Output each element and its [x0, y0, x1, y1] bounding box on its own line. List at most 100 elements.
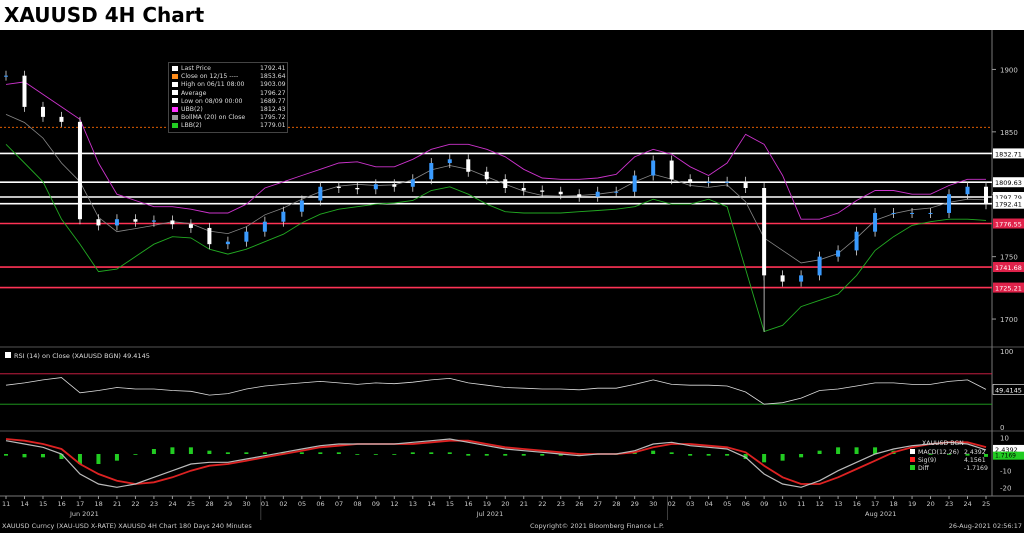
price-bar-body	[706, 181, 711, 183]
legend-item: Low on 08/09 00:00 1689.77	[172, 97, 286, 105]
macd-histogram-bar	[244, 452, 249, 454]
date-tick-label: 29	[224, 500, 232, 508]
date-tick-label: 20	[927, 500, 935, 508]
macd-histogram-bar	[762, 454, 767, 463]
level-badge	[993, 148, 1024, 159]
price-bar-body	[170, 220, 175, 225]
macd-legend-label: MACD(12,26)	[918, 449, 959, 456]
price-bar-body	[558, 191, 563, 195]
date-tick-label: 12	[390, 500, 398, 508]
level-badge-label: 1809.63	[995, 179, 1022, 187]
level-badge-label: 1725.21	[995, 285, 1022, 293]
price-bar-body	[669, 160, 674, 180]
price-bar-body	[188, 224, 193, 228]
date-tick-label: 21	[520, 500, 528, 508]
date-tick-label: 05	[298, 500, 306, 508]
date-tick-label: 06	[316, 500, 324, 508]
price-bar-body	[780, 275, 785, 282]
macd-histogram-bar	[207, 450, 212, 454]
date-tick-label: 23	[150, 500, 158, 508]
date-tick-label: 07	[335, 500, 343, 508]
legend-label: High on 06/11 08:00	[181, 81, 245, 89]
macd-histogram-bar	[447, 452, 452, 454]
macd-histogram-bar	[355, 454, 360, 455]
date-tick-label: 28	[205, 500, 213, 508]
price-bar-body	[429, 163, 434, 180]
date-tick-label: 05	[723, 500, 731, 508]
date-tick-label: 14	[427, 500, 435, 508]
footer-copyright: Copyright© 2021 Bloomberg Finance L.P.	[530, 522, 664, 530]
macd-signal-line	[5, 438, 987, 485]
date-tick-label: 02	[668, 500, 676, 508]
date-tick-label: 19	[908, 500, 916, 508]
macd-histogram-bar	[688, 454, 693, 456]
month-label: Jul 2021	[476, 510, 503, 518]
price-tick-label: 1850	[1000, 129, 1018, 137]
date-tick-label: 12	[816, 500, 824, 508]
legend-label: BollMA (20) on Close	[181, 114, 246, 122]
macd-histogram-bar	[873, 447, 878, 454]
price-bar-body	[632, 175, 637, 192]
price-bar-body	[577, 194, 582, 197]
price-bar-body	[133, 219, 138, 222]
level-badge	[993, 218, 1024, 229]
price-bar-body	[891, 212, 896, 214]
legend-value: 1812.43	[260, 106, 286, 113]
legend-label: Low on 08/09 00:00	[181, 97, 243, 105]
legend-item: High on 06/11 08:00 1903.09	[172, 81, 286, 89]
date-tick-label: 14	[20, 500, 28, 508]
date-tick-label: 18	[94, 500, 102, 508]
macd-legend-swatch	[910, 457, 915, 462]
date-tick-label: 26	[575, 500, 583, 508]
price-bar-body	[318, 186, 323, 201]
price-bar-body	[151, 220, 156, 222]
date-tick-label: 04	[705, 500, 713, 508]
date-tick-label: 08	[353, 500, 361, 508]
price-bar-body	[484, 171, 489, 180]
bollma-line	[5, 114, 987, 264]
price-bar-body	[836, 250, 841, 257]
legend-swatch	[172, 122, 178, 128]
price-bar-body	[207, 227, 212, 245]
macd-histogram-bar	[965, 454, 970, 456]
chart-background	[0, 30, 1024, 533]
macd-legend-label: Diff	[918, 465, 929, 472]
legend-swatch	[172, 90, 178, 96]
macd-histogram-bar	[373, 454, 378, 455]
price-bar-body	[595, 191, 600, 197]
legend-swatch	[172, 114, 178, 120]
date-tick-label: 24	[168, 500, 176, 508]
price-bar-body	[77, 121, 82, 220]
chart-area: 190018501800175017001832.711809.631797.7…	[0, 30, 1024, 533]
price-bar-body	[59, 116, 64, 122]
legend-value: 1795.72	[260, 114, 286, 122]
price-bar-body	[854, 231, 859, 251]
price-bar-body	[299, 200, 304, 212]
price-bar-body	[762, 188, 767, 276]
price-bar-body	[503, 179, 508, 188]
date-tick-label: 30	[649, 500, 657, 508]
macd-histogram-bar	[651, 450, 656, 454]
price-bar-body	[799, 275, 804, 282]
date-tick-label: 11	[797, 500, 805, 508]
level-badge	[993, 282, 1024, 293]
macd-legend-label: Sig(9)	[918, 457, 936, 464]
price-bar-body	[466, 159, 471, 172]
chart-footer: XAUUSD Curncy (XAU-USD X-RATE) XAUUSD 4H…	[0, 520, 1024, 533]
macd-histogram-bar	[429, 452, 434, 454]
price-tick-label: 1700	[1000, 316, 1018, 324]
date-tick-label: 21	[113, 500, 121, 508]
price-bar-body	[225, 241, 230, 245]
date-tick-label: 02	[279, 500, 287, 508]
price-bar-body	[873, 212, 878, 232]
legend-label: Average	[181, 89, 207, 97]
level-badge	[993, 262, 1024, 273]
legend-item: LBB(2) 1779.01	[172, 122, 286, 129]
rsi-badge	[992, 384, 1024, 395]
date-tick-label: 01	[261, 500, 269, 508]
legend-value: 1792.41	[260, 65, 286, 72]
macd-legend-swatch	[910, 449, 915, 454]
macd-histogram-bar	[836, 447, 841, 454]
price-bar-body	[244, 231, 249, 242]
legend-item: BollMA (20) on Close 1795.72	[172, 114, 286, 122]
